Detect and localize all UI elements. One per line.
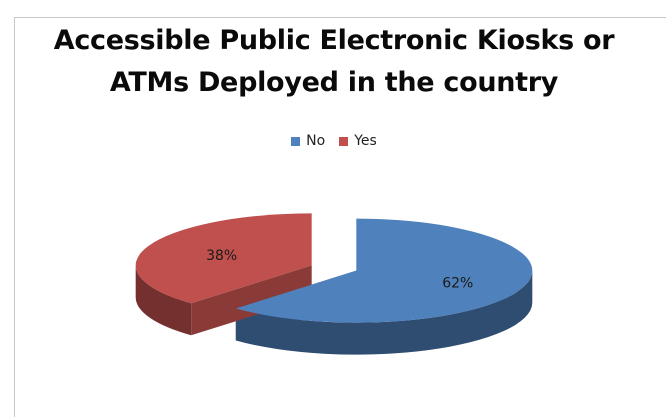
chart-title-line-2: ATMs Deployed in the country — [109, 67, 559, 98]
chart-title-line-1: Accessible Public Electronic Kiosks or — [53, 25, 615, 56]
legend-swatch-no — [291, 136, 301, 146]
slice-no — [235, 218, 533, 323]
legend-swatch-yes — [339, 136, 349, 146]
data-label-no: 62% — [442, 275, 473, 291]
slice-yes — [135, 213, 312, 304]
data-label-yes: 38% — [206, 248, 237, 264]
slice-yes-edge-0 — [191, 265, 312, 336]
legend-item-no: No — [291, 133, 325, 149]
legend: No Yes — [0, 133, 668, 149]
legend-label-no: No — [306, 133, 326, 149]
chart-title: Accessible Public Electronic Kiosks or A… — [0, 20, 668, 104]
legend-label-yes: Yes — [354, 133, 377, 149]
slice-no-rim-0 — [235, 270, 533, 355]
legend-item-yes: Yes — [339, 133, 377, 149]
slice-yes-rim-0 — [135, 265, 192, 336]
